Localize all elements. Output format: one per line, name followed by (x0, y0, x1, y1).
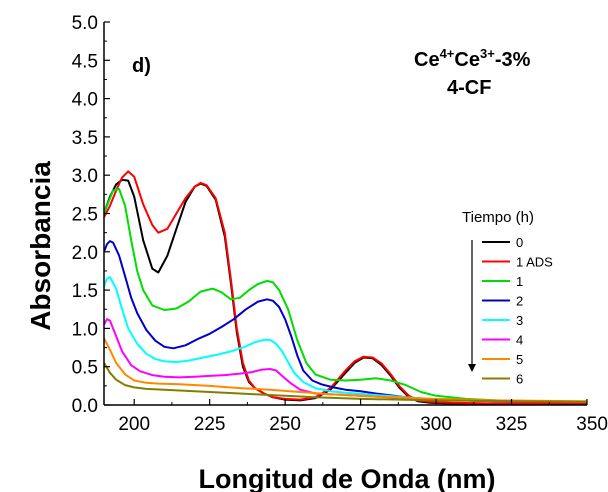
legend-label-8: 6 (516, 372, 523, 387)
y-tick-label: 3.5 (72, 128, 98, 149)
panel-label: d) (132, 55, 151, 77)
y-tick-label: 2.5 (72, 205, 98, 226)
legend-label-7: 5 (516, 352, 523, 367)
y-tick-label: 1.0 (72, 319, 98, 340)
x-tick-label: 200 (118, 414, 150, 435)
y-tick-label: 5.0 (72, 13, 98, 34)
y-tick-label: 0.0 (72, 396, 98, 417)
x-tick-label: 250 (269, 414, 301, 435)
legend-title: Tiempo (h) (462, 209, 534, 226)
x-tick-label: 350 (576, 414, 608, 435)
axes: 0.0 0.5 1.0 1.5 2.0 2.5 3.0 3.5 4.0 4.5 5.0 200 225 2… (72, 13, 608, 435)
legend-label-4: 2 (516, 294, 523, 309)
y-tick-label: 3.0 (72, 166, 98, 187)
sample-label-line2: 4-CF (447, 77, 491, 99)
sample-label-line1: Ce4+Ce3+-3% (414, 46, 531, 71)
y-tick-label: 2.0 (72, 243, 98, 264)
y-tick-label: 0.5 (72, 358, 98, 379)
series-line-5 (104, 276, 587, 403)
series-line-3 (104, 188, 587, 403)
legend-label-2: 1 ADS (516, 255, 553, 270)
y-axis-title: Absorbancia (25, 161, 56, 331)
series-line-8 (104, 362, 587, 403)
x-tick-label: 325 (496, 414, 528, 435)
legend-label-5: 3 (516, 313, 523, 328)
time-arrow-head-icon (468, 364, 476, 372)
y-tick-label: 4.0 (72, 90, 98, 111)
legend-label-3: 1 (516, 274, 523, 289)
x-tick-label: 225 (194, 414, 226, 435)
legend-label-6: 4 (516, 333, 523, 348)
x-axis-title: Longitud de Onda (nm) (199, 464, 496, 492)
series-line-2 (104, 170, 587, 405)
series-lines (104, 170, 587, 405)
y-tick-label: 1.5 (72, 281, 98, 302)
x-tick-label: 275 (345, 414, 377, 435)
legend: Tiempo (h) 0 1 ADS 1 2 3 4 5 6 (462, 209, 553, 387)
legend-label-1: 0 (516, 235, 523, 250)
series-line-7 (104, 337, 587, 403)
y-tick-label: 4.5 (72, 51, 98, 72)
series-line-4 (104, 240, 587, 403)
x-tick-label: 300 (420, 414, 452, 435)
